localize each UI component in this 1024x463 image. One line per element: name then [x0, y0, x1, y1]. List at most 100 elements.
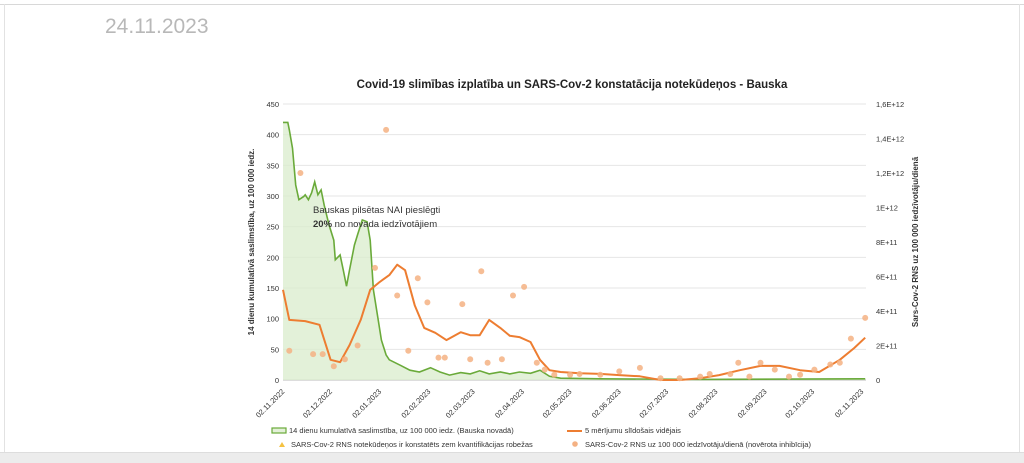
- y2-tick-label: 4E+11: [876, 307, 897, 316]
- x-tick-label: 02.04.2023: [493, 387, 526, 420]
- annotation-bold: 20%: [313, 219, 333, 230]
- y-tick-label: 50: [271, 345, 279, 354]
- legend-below-limit: SARS-Cov-2 RNS notekūdeņos ir konstatēts…: [291, 440, 533, 449]
- y2-tick-label: 1,2E+12: [876, 169, 904, 178]
- moving-average-line: [282, 263, 866, 381]
- y2-tick-label: 0: [876, 376, 880, 385]
- x-tick-label: 02.06.2023: [590, 387, 623, 420]
- y2-tick-label: 1E+12: [876, 204, 898, 213]
- y2-tick-label: 8E+11: [876, 238, 897, 247]
- rns-point: [372, 264, 378, 271]
- y2-tick-label: 2E+11: [876, 342, 897, 351]
- rns-point: [811, 366, 818, 373]
- y2-tick-label: 6E+11: [876, 273, 897, 282]
- rns-point: [286, 347, 293, 354]
- rns-point: [510, 292, 516, 299]
- page-bottom-band: [0, 452, 1024, 463]
- rns-point: [484, 359, 491, 366]
- rns-point: [478, 268, 485, 275]
- rns-point: [467, 356, 474, 363]
- rns-point: [697, 373, 704, 380]
- rns-point: [330, 363, 337, 370]
- rns-point: [827, 361, 834, 368]
- rns-point: [424, 299, 431, 306]
- rns-point: [757, 359, 764, 366]
- rns-point: [521, 283, 528, 290]
- rns-point: [533, 359, 540, 366]
- x-tick-label: 02.09.2023: [736, 387, 769, 420]
- annotation-line2: 20% no novada iedzīvotājiem: [313, 219, 437, 230]
- page-left-border: [4, 4, 5, 454]
- legend-incidence: 14 dienu kumulatīvā saslimstība, uz 100 …: [289, 426, 514, 435]
- y-tick-label: 400: [266, 131, 279, 140]
- rns-point: [567, 371, 574, 378]
- rns-point: [459, 301, 466, 308]
- rns-point: [576, 371, 583, 377]
- x-tick-label: 02.01.2023: [350, 387, 383, 420]
- rns-point: [394, 292, 401, 299]
- legend-dot-icon: [572, 441, 578, 447]
- y-axis-label: 14 dienu kumulatīvā saslimstība, uz 100 …: [247, 149, 256, 336]
- y-tick-label: 150: [266, 284, 279, 293]
- rns-point: [319, 351, 326, 358]
- x-tick-label: 02.11.2022: [254, 387, 287, 420]
- post-date: 24.11.2023: [105, 15, 209, 38]
- rns-point: [498, 356, 505, 363]
- incidence-line: [283, 121, 866, 381]
- rns-point: [435, 354, 442, 361]
- incidence-area: [283, 122, 866, 381]
- rns-point: [597, 371, 604, 378]
- y-tick-label: 450: [266, 100, 279, 109]
- rns-point: [676, 375, 683, 382]
- legend-moving-avg: 5 mērījumu slīdošais vidējais: [585, 426, 681, 435]
- rns-point: [847, 335, 854, 342]
- rns-point: [636, 364, 643, 371]
- y2-tick-label: 1,4E+12: [876, 135, 904, 144]
- y2-axis-label: Sars-Cov-2 RNS uz 100 000 iedzīvotāju/di…: [911, 156, 920, 327]
- rns-point: [414, 275, 421, 282]
- chart-title: Covid-19 slimības izplatība un SARS-Cov-…: [357, 79, 788, 91]
- y2-tick-label: 1,6E+12: [876, 100, 904, 109]
- rns-point: [354, 342, 361, 349]
- y-tick-label: 350: [266, 161, 279, 170]
- rns-point: [541, 366, 548, 373]
- rns-point: [706, 371, 713, 377]
- y-tick-label: 0: [275, 376, 279, 385]
- rns-point: [657, 375, 664, 382]
- rns-point: [297, 170, 304, 176]
- rns-point: [551, 371, 558, 378]
- y-tick-label: 250: [266, 223, 279, 232]
- y-tick-label: 200: [266, 253, 279, 262]
- annotation-rest: no novada iedzīvotājiem: [332, 219, 437, 230]
- rns-point: [797, 371, 804, 378]
- page-right-border: [1019, 4, 1020, 454]
- x-tick-label: 02.11.2023: [833, 387, 866, 420]
- rns-point: [616, 368, 623, 375]
- rns-point: [441, 354, 448, 361]
- x-tick-label: 02.08.2023: [687, 387, 720, 420]
- annotation-line1: Bauskas pilsētas NAI pieslēgti: [313, 205, 440, 216]
- x-tick-label: 02.05.2023: [541, 387, 574, 420]
- rns-point: [310, 351, 317, 358]
- rns-point: [383, 126, 390, 133]
- rns-point: [746, 373, 753, 380]
- rns-point: [405, 347, 412, 354]
- legend-swatch-incidence: [271, 427, 287, 434]
- rns-point: [771, 366, 778, 373]
- y-tick-label: 300: [266, 192, 279, 201]
- rns-point: [735, 359, 742, 366]
- rns-point: [862, 314, 869, 321]
- rns-point: [836, 359, 843, 366]
- y-tick-label: 100: [266, 315, 279, 324]
- x-tick-label: 02.10.2023: [783, 387, 816, 420]
- x-tick-label: 02.03.2023: [444, 387, 477, 420]
- rns-point: [341, 356, 348, 363]
- legend-triangle-icon: [279, 442, 285, 447]
- x-tick-label: 02.07.2023: [637, 387, 670, 420]
- page-top-border: [0, 4, 1024, 5]
- rns-point: [727, 371, 734, 377]
- x-tick-label: 02.12.2022: [301, 387, 334, 420]
- rns-point: [786, 373, 792, 380]
- x-tick-label: 02.02.2023: [399, 387, 432, 420]
